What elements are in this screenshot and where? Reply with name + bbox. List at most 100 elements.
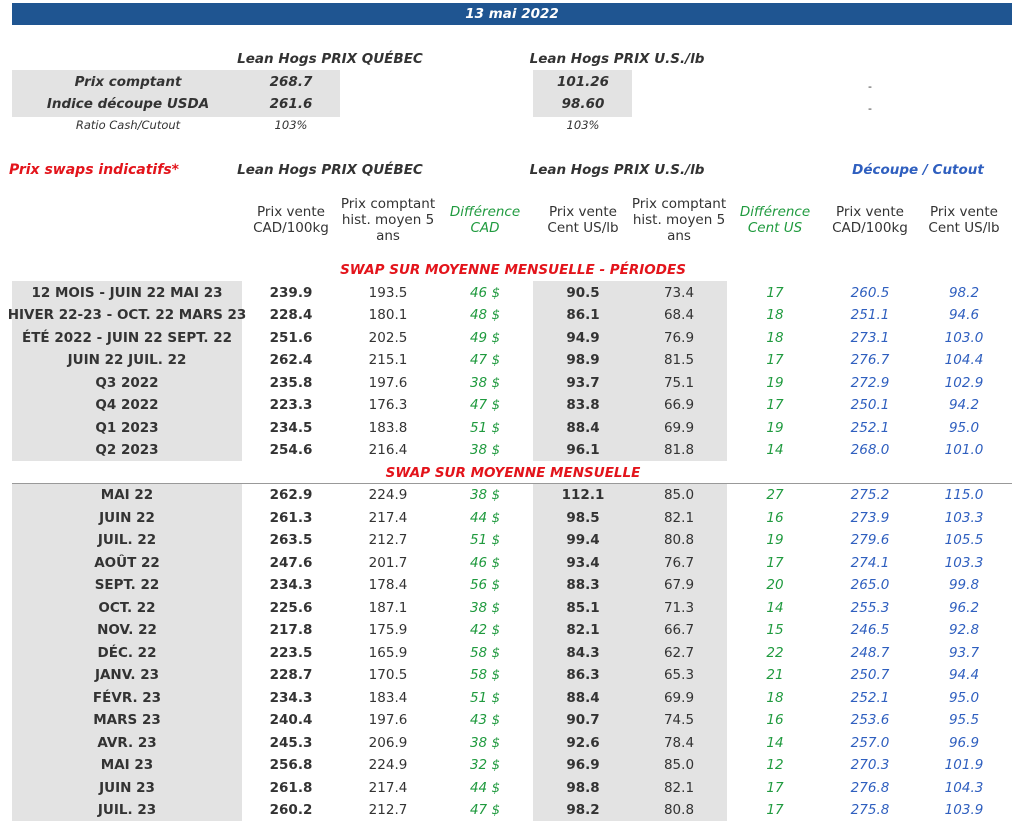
text: 96.1 <box>566 442 600 458</box>
text: 250.1 <box>850 397 890 413</box>
text: 248.7 <box>850 644 890 661</box>
text: 262.9 <box>269 487 313 503</box>
text: 19 <box>766 419 784 436</box>
text: 88.3 <box>566 577 600 593</box>
text: 274.1 <box>850 554 890 571</box>
text: 251.1 <box>850 307 890 323</box>
text: 260.5 <box>850 284 890 301</box>
label-shade <box>12 483 242 822</box>
text: 66.7 <box>663 622 695 638</box>
text: 20 <box>766 577 784 593</box>
text: 197.6 <box>368 374 408 391</box>
text: 96.2 <box>948 599 980 616</box>
text: 14 <box>766 734 784 751</box>
col-shade <box>533 281 727 462</box>
text: 197.6 <box>368 712 408 728</box>
text: 224.9 <box>368 757 408 773</box>
label-shade <box>12 281 242 462</box>
text: 12 <box>766 757 784 773</box>
text: 99.4 <box>566 532 600 548</box>
text: 86.1 <box>566 307 600 323</box>
text: Cent US <box>747 220 803 236</box>
text: JUIN 22 JUIL. 22 <box>67 352 187 368</box>
text: 51 $ <box>469 532 501 548</box>
text: 261.8 <box>269 779 313 796</box>
text: 15 <box>766 622 784 638</box>
text: 253.6 <box>850 712 890 728</box>
text: 62.7 <box>663 644 695 661</box>
text: 217.8 <box>269 622 313 638</box>
text: 16 <box>766 509 784 526</box>
text: 19 <box>766 532 784 548</box>
text: 240.4 <box>269 712 313 728</box>
section-rule <box>12 482 1012 484</box>
text: 94.2 <box>948 397 980 413</box>
text: 85.0 <box>663 487 695 503</box>
text: JUIN 22 <box>99 509 155 526</box>
text: 272.9 <box>850 374 890 391</box>
text: 88.4 <box>566 689 600 706</box>
text: 115.0 <box>944 487 984 503</box>
text: Q1 2023 <box>95 419 159 436</box>
text: 80.8 <box>663 802 695 818</box>
text: JUIN 23 <box>99 779 155 796</box>
text: 217.4 <box>368 779 408 796</box>
text: 270.3 <box>850 757 890 773</box>
text: 98.9 <box>566 352 600 368</box>
text: CAD/100kg <box>832 220 908 236</box>
text: 98.8 <box>566 779 600 796</box>
text: 42 $ <box>469 622 501 638</box>
text: 257.0 <box>850 734 890 751</box>
text: 102.9 <box>944 374 984 391</box>
text: MAI 23 <box>100 757 154 773</box>
text: 239.9 <box>269 284 313 301</box>
text: JUIL. 22 <box>97 532 157 548</box>
text: NOV. 22 <box>97 622 157 638</box>
text: 223.5 <box>269 644 313 661</box>
text: 225.6 <box>269 599 313 616</box>
text: 103.0 <box>944 329 984 346</box>
text: SWAP SUR MOYENNE MENSUELLE - PÉRIODES <box>340 262 686 278</box>
text: 193.5 <box>368 284 408 301</box>
summary-shade <box>533 70 632 117</box>
text: 86.3 <box>566 667 600 683</box>
text: ÉTÉ 2022 - JUIN 22 SEPT. 22 <box>21 329 233 346</box>
text: 183.4 <box>368 689 408 706</box>
text: 66.9 <box>663 397 695 413</box>
text: Lean Hogs PRIX U.S./lb <box>529 162 705 178</box>
text: 252.1 <box>850 419 890 436</box>
text: 103.3 <box>944 554 984 571</box>
text: 170.5 <box>368 667 408 683</box>
text: MAI 22 <box>100 487 154 503</box>
text: 71.3 <box>663 599 695 616</box>
text: 212.7 <box>368 802 408 818</box>
text: 94.9 <box>566 329 600 346</box>
text: 228.7 <box>269 667 313 683</box>
text: DÉC. 22 <box>97 644 157 661</box>
text: 92.6 <box>566 734 600 751</box>
text: 85.1 <box>566 599 600 616</box>
text: ans <box>667 228 691 244</box>
text: hist. moyen 5 <box>341 212 435 228</box>
text: 202.5 <box>368 329 408 346</box>
text: 32 $ <box>469 757 501 773</box>
text: 69.9 <box>663 689 695 706</box>
text: 17 <box>766 802 784 818</box>
text: 22 <box>766 644 784 661</box>
text: 96.9 <box>566 757 600 773</box>
text: CAD <box>470 220 500 236</box>
text: 14 <box>766 442 784 458</box>
text: 13 mai 2022 <box>465 6 559 22</box>
text: 101.26 <box>556 74 610 90</box>
text: 178.4 <box>368 577 408 593</box>
text: 112.1 <box>561 487 605 503</box>
text: 38 $ <box>469 374 501 391</box>
text: 17 <box>766 352 784 368</box>
text: 56 $ <box>469 577 501 593</box>
text: 78.4 <box>663 734 695 751</box>
text: 251.6 <box>269 329 313 346</box>
text: 17 <box>766 397 784 413</box>
text: 17 <box>766 554 784 571</box>
text: Cent US/lb <box>547 220 619 236</box>
